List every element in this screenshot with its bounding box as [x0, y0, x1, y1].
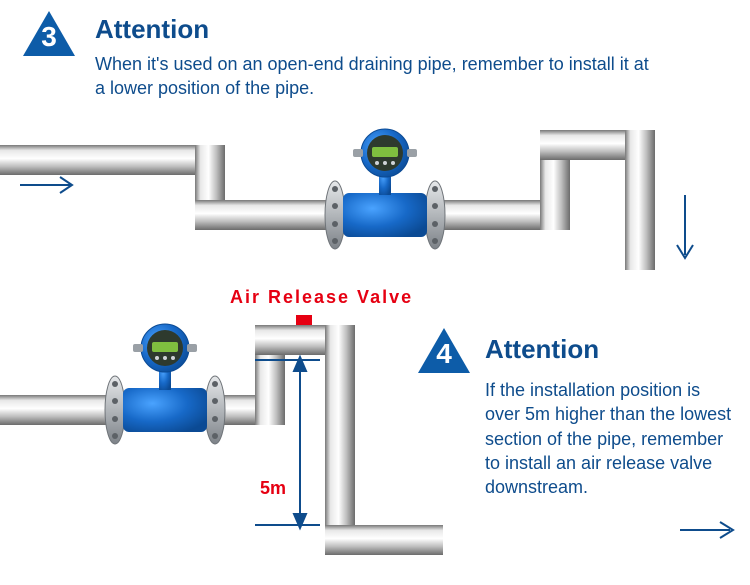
d1-flowmeter [325, 129, 445, 249]
d2-flowmeter [105, 324, 225, 444]
d2-pipe-v2 [325, 325, 355, 552]
d1-outlet-arrow [677, 195, 693, 258]
d2-outlet-arrow [680, 522, 733, 538]
badge-4-number: 4 [436, 338, 452, 370]
d2-pipe-h3 [325, 525, 443, 555]
diagram-1 [0, 0, 750, 290]
d1-inlet-arrow [20, 177, 72, 193]
air-release-valve-mark [296, 315, 312, 325]
d1-pipe-h1 [0, 145, 222, 175]
d1-pipe-v3 [625, 130, 655, 270]
badge-3-number: 3 [41, 21, 57, 53]
diagram-2 [0, 285, 750, 585]
dimension-5m-label: 5m [260, 478, 286, 499]
